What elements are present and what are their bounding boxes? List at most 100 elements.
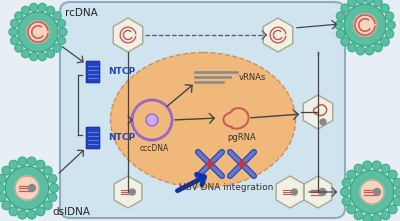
Circle shape (59, 28, 67, 36)
Circle shape (10, 19, 18, 27)
Circle shape (347, 170, 356, 179)
Circle shape (18, 12, 58, 52)
FancyBboxPatch shape (86, 127, 100, 149)
Circle shape (381, 4, 389, 12)
Circle shape (46, 6, 54, 14)
Circle shape (354, 13, 376, 36)
Circle shape (43, 166, 52, 175)
Circle shape (58, 19, 66, 27)
Circle shape (363, 161, 372, 170)
Circle shape (342, 178, 351, 187)
Circle shape (385, 12, 394, 20)
FancyBboxPatch shape (86, 61, 100, 83)
Circle shape (356, 0, 365, 4)
Circle shape (38, 3, 46, 11)
Circle shape (336, 30, 345, 38)
Circle shape (58, 36, 66, 45)
Text: rcDNA: rcDNA (65, 8, 98, 18)
Polygon shape (303, 95, 333, 129)
Circle shape (385, 30, 394, 38)
Circle shape (0, 174, 6, 183)
Circle shape (36, 160, 45, 169)
Circle shape (354, 164, 363, 173)
Circle shape (348, 0, 356, 7)
Circle shape (43, 201, 52, 210)
Polygon shape (114, 176, 142, 208)
Text: cccDNA: cccDNA (139, 144, 169, 153)
Polygon shape (113, 18, 143, 52)
Circle shape (27, 157, 36, 166)
Circle shape (18, 210, 27, 219)
Circle shape (374, 189, 380, 196)
Circle shape (319, 189, 326, 196)
FancyBboxPatch shape (60, 2, 345, 218)
Ellipse shape (110, 53, 296, 187)
Circle shape (365, 0, 374, 4)
Circle shape (129, 189, 135, 195)
Circle shape (381, 164, 390, 173)
Circle shape (372, 214, 381, 221)
Circle shape (2, 166, 11, 175)
Circle shape (207, 161, 213, 167)
Circle shape (2, 201, 11, 210)
Circle shape (374, 43, 382, 52)
Circle shape (381, 38, 389, 46)
Circle shape (18, 157, 27, 166)
Circle shape (27, 21, 49, 43)
Circle shape (30, 3, 38, 11)
Circle shape (354, 211, 363, 220)
Text: pgRNA: pgRNA (228, 133, 256, 142)
Circle shape (30, 53, 38, 61)
Circle shape (335, 21, 343, 29)
Circle shape (350, 170, 394, 214)
Circle shape (22, 50, 30, 58)
Circle shape (393, 197, 400, 206)
Circle shape (28, 185, 36, 192)
Circle shape (341, 38, 349, 46)
Text: HBV DNA integration: HBV DNA integration (179, 183, 273, 192)
Text: NTCP: NTCP (108, 133, 135, 143)
Circle shape (53, 44, 61, 52)
Circle shape (53, 12, 61, 20)
Circle shape (27, 210, 36, 219)
Circle shape (344, 4, 386, 46)
Circle shape (38, 53, 46, 61)
Text: dsIDNA: dsIDNA (52, 207, 90, 217)
Circle shape (374, 0, 382, 7)
Circle shape (393, 178, 400, 187)
Circle shape (9, 207, 18, 216)
Circle shape (388, 170, 397, 179)
Circle shape (9, 28, 17, 36)
Circle shape (347, 205, 356, 214)
Circle shape (48, 174, 57, 183)
Circle shape (10, 36, 18, 45)
Circle shape (388, 205, 397, 214)
Circle shape (291, 189, 297, 195)
Text: NTCP: NTCP (108, 67, 135, 76)
Circle shape (387, 21, 395, 29)
Circle shape (360, 180, 384, 204)
Polygon shape (276, 176, 304, 208)
Text: vRNAs: vRNAs (239, 72, 266, 82)
Circle shape (48, 193, 57, 202)
Circle shape (50, 184, 58, 192)
Circle shape (0, 193, 6, 202)
Polygon shape (263, 18, 293, 52)
Circle shape (365, 46, 374, 55)
Circle shape (46, 50, 54, 58)
Circle shape (372, 161, 381, 170)
Circle shape (36, 207, 45, 216)
Circle shape (0, 184, 4, 192)
Circle shape (356, 46, 365, 55)
Circle shape (381, 211, 390, 220)
Circle shape (22, 6, 30, 14)
Circle shape (320, 119, 326, 125)
Circle shape (348, 43, 356, 52)
Circle shape (15, 44, 23, 52)
Circle shape (342, 197, 351, 206)
Circle shape (239, 161, 245, 167)
Circle shape (336, 12, 345, 20)
Circle shape (15, 12, 23, 20)
Circle shape (395, 188, 400, 196)
Circle shape (15, 176, 39, 200)
